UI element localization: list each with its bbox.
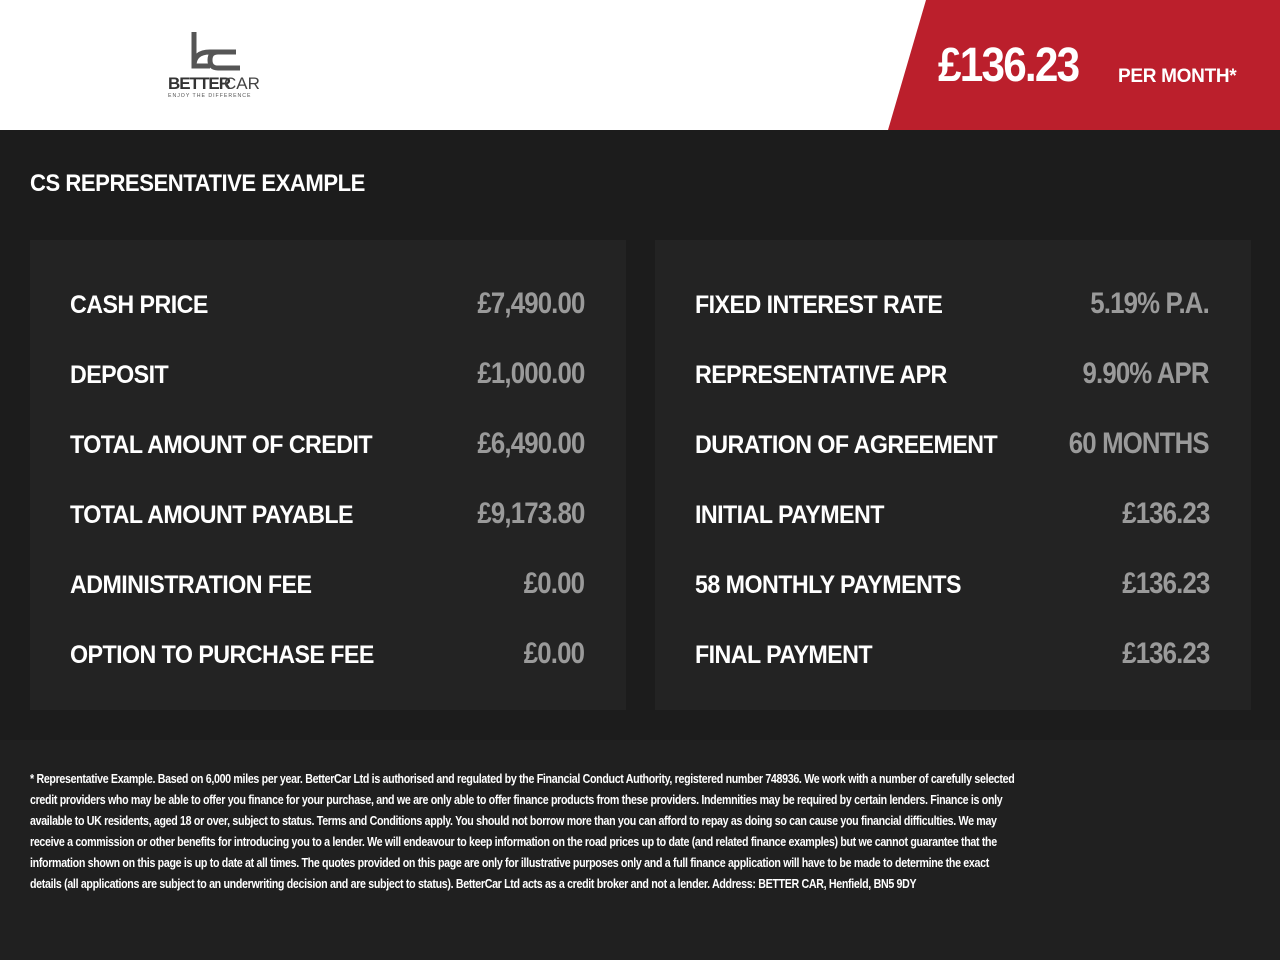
page-title: CS REPRESENTATIVE EXAMPLE [30, 170, 365, 197]
finance-label: TOTAL AMOUNT PAYABLE [70, 501, 354, 529]
finance-label: CASH PRICE [70, 291, 208, 319]
disclaimer-line: receive a commission or other benefits f… [30, 834, 997, 849]
finance-value: £6,490.00 [476, 427, 585, 460]
finance-value: £1,000.00 [476, 357, 585, 390]
monthly-price: £136.23 [938, 39, 1080, 92]
finance-label: FIXED INTEREST RATE [695, 291, 943, 319]
finance-row: TOTAL AMOUNT PAYABLE £9,173.80 [70, 497, 585, 541]
disclaimer-line: details (all applications are subject to… [30, 876, 917, 891]
svg-text:ENJOY THE DIFFERENCE: ENJOY THE DIFFERENCE [168, 93, 252, 99]
finance-value: 60 MONTHS [1069, 427, 1210, 460]
finance-row: DURATION OF AGREEMENT 60 MONTHS [695, 427, 1210, 471]
finance-row: TOTAL AMOUNT OF CREDIT £6,490.00 [70, 427, 585, 471]
finance-value: £0.00 [523, 567, 585, 600]
finance-value: £0.00 [523, 637, 585, 670]
finance-value: 5.19% P.A. [1090, 287, 1209, 320]
disclaimer-line: credit providers who may be able to offe… [30, 792, 1003, 807]
finance-row: FINAL PAYMENT £136.23 [695, 637, 1210, 681]
header: BETTER CAR ENJOY THE DIFFERENCE £136.23 … [0, 0, 1280, 130]
disclaimer-line: information shown on this page is up to … [30, 855, 989, 870]
finance-value: £136.23 [1121, 637, 1210, 670]
disclaimer-line: * Representative Example. Based on 6,000… [30, 771, 1015, 786]
finance-label: FINAL PAYMENT [695, 641, 873, 669]
monthly-price-banner: £136.23 PER MONTH* [888, 0, 1280, 130]
finance-label: DEPOSIT [70, 361, 169, 389]
finance-label: DURATION OF AGREEMENT [695, 431, 998, 459]
finance-row: OPTION TO PURCHASE FEE £0.00 [70, 637, 585, 681]
finance-value: £7,490.00 [476, 287, 585, 320]
svg-text:BETTER: BETTER [168, 74, 231, 93]
finance-label: ADMINISTRATION FEE [70, 571, 312, 599]
finance-row: DEPOSIT £1,000.00 [70, 357, 585, 401]
finance-value: 9.90% APR [1082, 357, 1210, 390]
finance-row: REPRESENTATIVE APR 9.90% APR [695, 357, 1210, 401]
finance-row: ADMINISTRATION FEE £0.00 [70, 567, 585, 611]
per-month-label: PER MONTH* [1118, 66, 1237, 87]
finance-row: CASH PRICE £7,490.00 [70, 287, 585, 331]
finance-label: INITIAL PAYMENT [695, 501, 884, 529]
finance-value: £136.23 [1121, 567, 1210, 600]
finance-value: £9,173.80 [476, 497, 585, 530]
finance-value: £136.23 [1121, 497, 1210, 530]
finance-label: TOTAL AMOUNT OF CREDIT [70, 431, 373, 459]
finance-row: FIXED INTEREST RATE 5.19% P.A. [695, 287, 1210, 331]
finance-row: INITIAL PAYMENT £136.23 [695, 497, 1210, 541]
svg-text:CAR: CAR [224, 74, 260, 93]
disclaimer: * Representative Example. Based on 6,000… [0, 740, 1280, 960]
finance-label: OPTION TO PURCHASE FEE [70, 641, 374, 669]
finance-panel-right: FIXED INTEREST RATE 5.19% P.A. REPRESENTAT… [655, 240, 1251, 710]
bettercar-logo[interactable]: BETTER CAR ENJOY THE DIFFERENCE [166, 30, 268, 100]
finance-label: REPRESENTATIVE APR [695, 361, 947, 389]
disclaimer-line: available to UK residents, aged 18 or ov… [30, 813, 997, 828]
finance-panel-left: CASH PRICE £7,490.00 DEPOSIT £1,000.00 TOTAL… [30, 240, 626, 710]
finance-label: 58 MONTHLY PAYMENTS [695, 571, 961, 599]
finance-row: 58 MONTHLY PAYMENTS £136.23 [695, 567, 1210, 611]
